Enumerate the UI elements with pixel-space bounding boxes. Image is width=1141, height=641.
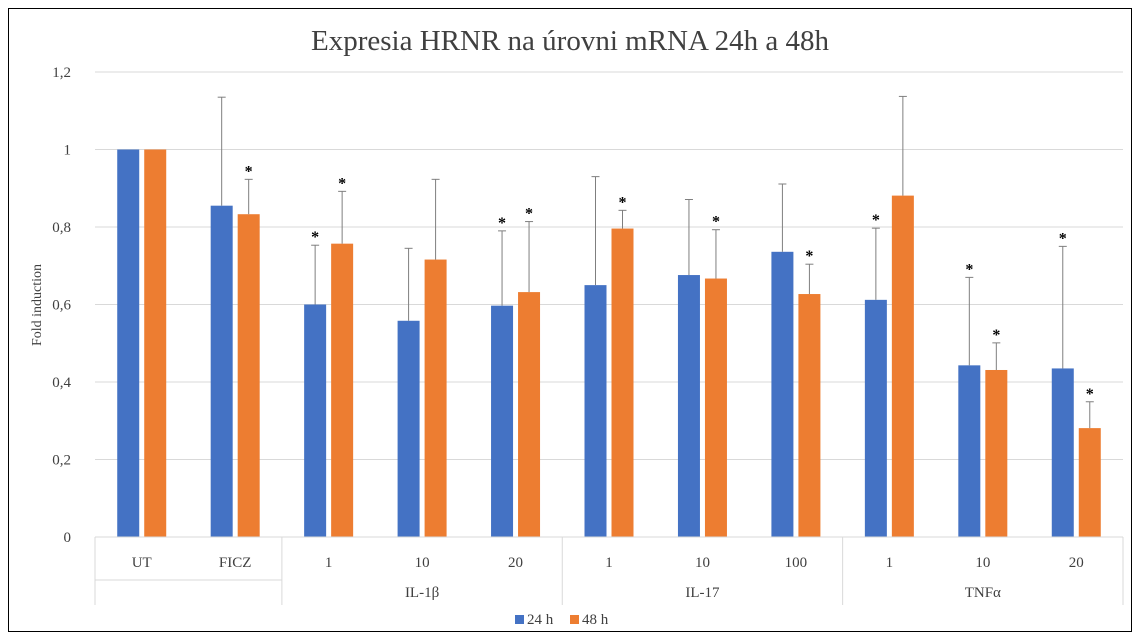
y-tick-label: 0,2 — [52, 453, 71, 469]
bar-48h-5 — [611, 228, 634, 538]
bar-48h-9 — [985, 369, 1008, 537]
bar-24h-0 — [117, 149, 140, 537]
y-tick-label: 0,6 — [52, 298, 71, 314]
legend-label: 48 h — [582, 612, 609, 628]
x-tick-label: 1 — [886, 555, 894, 571]
x-tick-label: 20 — [1069, 555, 1084, 571]
significance-star: * — [311, 229, 319, 246]
significance-star: * — [525, 206, 533, 223]
y-tick-label: 0,8 — [52, 220, 71, 236]
y-tick-label: 0,4 — [52, 375, 71, 391]
x-tick-label: 1 — [325, 555, 333, 571]
error-bars — [217, 95, 1094, 429]
x-tick-label: 20 — [508, 555, 523, 571]
legend-swatch — [570, 615, 579, 624]
significance-star: * — [965, 261, 973, 278]
x-group-label: IL-17 — [685, 585, 720, 601]
bar-48h-4 — [518, 292, 541, 537]
significance-star: * — [1059, 230, 1067, 247]
x-group-label: TNFα — [965, 585, 1001, 601]
bars — [117, 149, 1101, 538]
y-axis-label: Fold induction — [30, 264, 45, 346]
chart-title: Expresia HRNR na úrovni mRNA 24h a 48h — [311, 25, 829, 57]
legend-swatch — [515, 615, 524, 624]
significance-markers: * * * * * * * * * * * * * — [245, 163, 1094, 402]
x-tick-label: 10 — [975, 555, 990, 571]
significance-star: * — [712, 214, 720, 231]
bar-24h-4 — [491, 305, 514, 537]
x-tick-label: FICZ — [219, 555, 252, 571]
y-tick-label: 1 — [64, 143, 72, 159]
significance-star: * — [245, 163, 253, 180]
x-tick-label: 100 — [785, 555, 808, 571]
bar-48h-8 — [891, 195, 914, 538]
y-tick-label: 0 — [64, 530, 72, 546]
bar-48h-10 — [1078, 428, 1101, 537]
x-tick-label: 10 — [695, 555, 710, 571]
bar-48h-2 — [331, 243, 354, 537]
bar-48h-6 — [704, 278, 727, 537]
bar-48h-7 — [798, 294, 821, 537]
bar-24h-6 — [677, 275, 700, 537]
significance-star: * — [805, 248, 813, 265]
chart-frame — [8, 8, 1132, 632]
bar-48h-0 — [144, 149, 167, 537]
x-tick-label: 10 — [415, 555, 430, 571]
bar-24h-7 — [771, 251, 794, 538]
bar-24h-1 — [210, 205, 233, 537]
bar-24h-10 — [1051, 368, 1074, 537]
significance-star: * — [872, 212, 880, 229]
x-tick-label: 1 — [605, 555, 613, 571]
y-axis-ticks: 0 0,2 0,4 0,6 0,8 1 1,2 — [52, 65, 71, 546]
bar-24h-5 — [584, 285, 607, 537]
x-group-label: IL-1β — [405, 585, 439, 601]
bar-48h-3 — [424, 259, 447, 537]
bar-24h-2 — [304, 304, 327, 537]
legend-label: 24 h — [527, 612, 554, 628]
x-tick-label: UT — [132, 555, 152, 571]
bar-24h-8 — [864, 299, 887, 537]
bar-24h-9 — [958, 365, 981, 537]
y-tick-label: 1,2 — [52, 65, 71, 81]
significance-star: * — [619, 194, 627, 211]
bar-48h-1 — [237, 214, 260, 537]
significance-star: * — [498, 215, 506, 232]
significance-star: * — [1086, 386, 1094, 403]
x-axis: UT FICZ 1 10 20 1 10 100 1 10 20 IL-1β IL-17 TNFα — [94, 536, 1124, 605]
legend: 24 h 48 h — [515, 612, 609, 628]
significance-star: * — [338, 175, 346, 192]
bar-24h-3 — [397, 320, 420, 537]
significance-star: * — [992, 327, 1000, 344]
